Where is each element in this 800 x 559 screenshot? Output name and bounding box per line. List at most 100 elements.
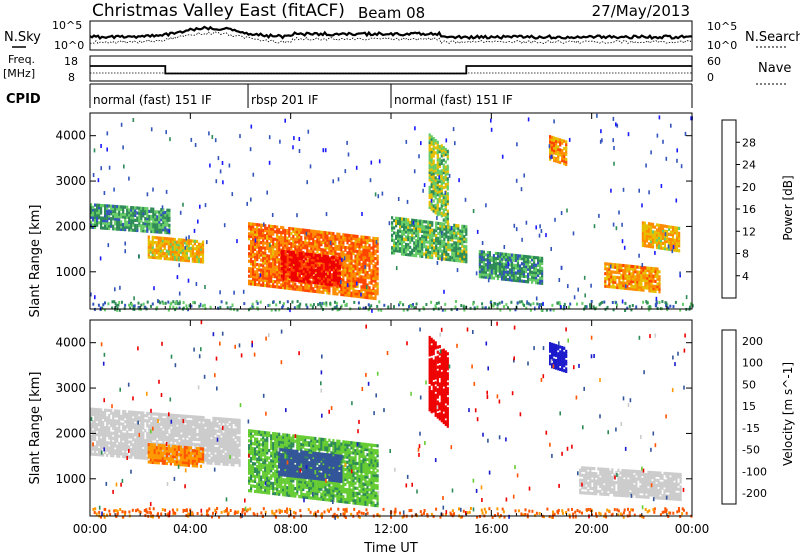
data-cell <box>443 257 445 260</box>
data-cell <box>148 210 150 213</box>
data-cell <box>94 148 96 152</box>
data-cell <box>130 411 132 414</box>
data-cell <box>298 286 300 289</box>
data-cell <box>92 430 94 433</box>
data-cell <box>289 258 291 261</box>
data-cell <box>610 285 612 288</box>
data-cell <box>150 222 152 225</box>
data-cell <box>453 127 455 131</box>
data-cell <box>313 253 315 256</box>
data-cell <box>274 280 276 283</box>
data-cell <box>274 250 276 253</box>
data-cell <box>338 177 340 181</box>
data-cell <box>305 303 307 306</box>
data-cell <box>523 255 525 258</box>
data-cell <box>393 219 395 222</box>
data-cell <box>116 410 118 413</box>
data-cell <box>128 455 130 458</box>
data-cell <box>118 205 120 208</box>
data-cell <box>408 305 410 308</box>
data-cell <box>406 140 408 144</box>
data-cell <box>601 301 603 304</box>
data-cell <box>248 252 250 255</box>
data-cell <box>302 241 304 244</box>
data-cell <box>287 250 289 253</box>
data-cell <box>232 304 234 307</box>
data-cell <box>423 220 425 223</box>
data-cell <box>672 226 674 229</box>
data-cell <box>262 251 264 254</box>
data-cell <box>463 245 465 248</box>
data-cell <box>670 226 672 229</box>
data-cell <box>352 264 354 267</box>
data-cell <box>92 408 94 411</box>
data-cell <box>413 236 415 239</box>
y-tick-label: 4000 <box>55 129 86 143</box>
data-cell <box>439 185 441 188</box>
data-cell <box>577 288 579 292</box>
data-cell <box>94 204 96 207</box>
data-cell <box>648 242 650 245</box>
data-cell <box>323 302 325 305</box>
nsearch-label: N.Search <box>745 30 800 45</box>
data-cell <box>294 283 296 286</box>
data-cell <box>362 276 364 279</box>
data-cell <box>429 186 431 189</box>
data-cell <box>646 244 648 247</box>
data-cell <box>360 275 362 278</box>
data-cell <box>160 413 162 416</box>
data-cell <box>519 254 521 257</box>
data-cell <box>356 250 358 253</box>
data-cell <box>628 132 630 136</box>
data-cell <box>133 296 135 300</box>
data-cell <box>93 173 95 177</box>
data-cell <box>477 230 479 234</box>
data-cell <box>566 209 568 213</box>
data-cell <box>661 300 663 303</box>
data-cell <box>132 411 134 414</box>
data-cell <box>372 297 374 300</box>
data-cell <box>292 301 294 304</box>
data-cell <box>398 197 400 201</box>
data-cell <box>104 426 106 429</box>
data-cell <box>668 238 670 241</box>
data-cell <box>414 169 416 173</box>
data-cell <box>457 237 459 240</box>
data-cell <box>618 211 620 215</box>
power-ylabel: Slant Range [km] <box>28 205 43 318</box>
data-cell <box>260 301 262 304</box>
data-cell <box>348 234 350 237</box>
data-cell <box>260 284 262 287</box>
data-cell <box>280 226 282 229</box>
data-cell <box>513 264 515 267</box>
data-cell <box>668 225 670 228</box>
data-cell <box>286 237 288 240</box>
data-cell <box>379 159 381 163</box>
data-cell <box>374 257 376 260</box>
data-cell <box>371 161 373 165</box>
data-cell <box>148 235 150 238</box>
data-cell <box>443 186 445 189</box>
data-cell <box>128 445 130 448</box>
data-cell <box>532 302 534 305</box>
data-cell <box>306 232 308 236</box>
data-cell <box>346 141 348 145</box>
data-cell <box>463 235 465 238</box>
data-cell <box>132 433 134 436</box>
data-cell <box>146 412 148 415</box>
data-cell <box>92 206 94 209</box>
data-cell <box>376 240 378 244</box>
data-cell <box>402 303 404 306</box>
data-cell <box>485 253 487 256</box>
data-cell <box>132 418 134 421</box>
data-cell <box>589 303 591 306</box>
data-cell <box>610 265 612 269</box>
data-cell <box>481 265 483 268</box>
data-cell <box>340 236 342 239</box>
data-cell <box>142 432 144 435</box>
nsky-tick-low: 10^0 <box>54 39 84 52</box>
data-cell <box>118 442 120 445</box>
data-cell <box>652 285 654 288</box>
data-cell <box>110 205 112 208</box>
data-cell <box>413 254 415 257</box>
